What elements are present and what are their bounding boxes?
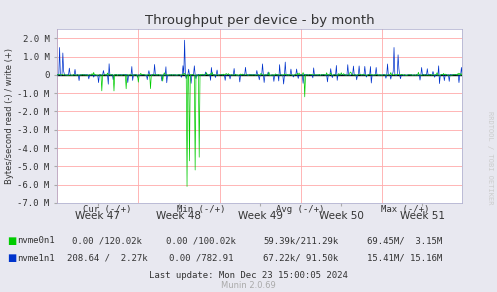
Text: Cur (-/+): Cur (-/+) (83, 205, 131, 214)
Text: ■: ■ (7, 236, 17, 246)
Text: nvme1n1: nvme1n1 (17, 254, 55, 263)
Text: 0.00 /120.02k: 0.00 /120.02k (72, 237, 142, 245)
Text: ■: ■ (7, 253, 17, 263)
Text: RRDTOOL / TOBI OETIKER: RRDTOOL / TOBI OETIKER (487, 111, 493, 204)
Text: 67.22k/ 91.50k: 67.22k/ 91.50k (263, 254, 338, 263)
Text: Avg (-/+): Avg (-/+) (276, 205, 325, 214)
Text: 69.45M/  3.15M: 69.45M/ 3.15M (367, 237, 443, 245)
Y-axis label: Bytes/second read (-) / write (+): Bytes/second read (-) / write (+) (5, 48, 14, 184)
Text: 15.41M/ 15.16M: 15.41M/ 15.16M (367, 254, 443, 263)
Text: Min (-/+): Min (-/+) (177, 205, 226, 214)
Title: Throughput per device - by month: Throughput per device - by month (145, 14, 375, 27)
Text: 59.39k/211.29k: 59.39k/211.29k (263, 237, 338, 245)
Text: 0.00 /782.91: 0.00 /782.91 (169, 254, 234, 263)
Text: Last update: Mon Dec 23 15:00:05 2024: Last update: Mon Dec 23 15:00:05 2024 (149, 272, 348, 280)
Text: nvme0n1: nvme0n1 (17, 237, 55, 245)
Text: Munin 2.0.69: Munin 2.0.69 (221, 281, 276, 290)
Text: 208.64 /  2.27k: 208.64 / 2.27k (67, 254, 147, 263)
Text: Max (-/+): Max (-/+) (381, 205, 429, 214)
Text: 0.00 /100.02k: 0.00 /100.02k (166, 237, 236, 245)
